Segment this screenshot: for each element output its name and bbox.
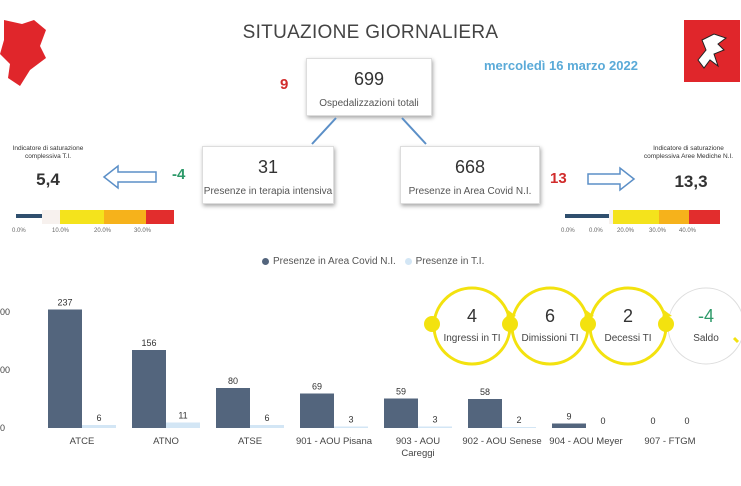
- y-tick-label: 0: [0, 423, 5, 433]
- bar-value-label: 6: [96, 413, 101, 423]
- icu-delta: -4: [172, 166, 186, 183]
- bar-covid-area: [468, 399, 502, 428]
- bar-ti: [418, 426, 452, 428]
- bar-covid-area: [132, 350, 166, 428]
- icu-indicator-value: 5,4: [36, 170, 60, 189]
- x-tick-label: Careggi: [401, 448, 434, 459]
- hospitalizations-value: 699: [353, 69, 385, 89]
- covid-area-value: 668: [454, 157, 486, 177]
- tuscany-map-icon: [0, 18, 50, 88]
- x-tick-label: ATNO: [153, 436, 179, 447]
- bar-value-label: 3: [432, 415, 437, 425]
- bar-covid-area: [216, 388, 250, 428]
- y-tick-label: 00: [0, 365, 10, 375]
- legend-item-ti: Presenze in T.I.: [404, 256, 484, 267]
- bar-covid-area: [300, 393, 334, 428]
- dimissioni-label: Dimissioni TI: [521, 333, 579, 344]
- bar-value-label: 237: [57, 298, 72, 308]
- tuscany-flag-icon: [684, 20, 740, 82]
- bar-ti: [334, 426, 368, 428]
- bar-value-label: 69: [312, 382, 322, 392]
- bar-covid-area: [48, 309, 82, 428]
- bar-value-label: 2: [516, 415, 521, 425]
- covid-area-label: Presenze in Area Covid N.I.: [408, 186, 532, 197]
- ingressi-value: 4: [466, 306, 477, 326]
- x-tick-label: 901 - AOU Pisana: [296, 436, 373, 447]
- saldo-value: -4: [697, 306, 714, 326]
- hospitalizations-delta: 9: [280, 76, 289, 93]
- bar-value-label: 58: [480, 387, 490, 397]
- connector-lines: [311, 117, 427, 145]
- bar-value-label: 0: [600, 416, 605, 426]
- decessi-label: Decessi TI: [604, 333, 652, 344]
- bar-value-label: 0: [684, 416, 689, 426]
- covid-area-delta: 13: [550, 170, 567, 187]
- y-tick-label: 00: [0, 307, 10, 317]
- covid-area-card: 668 Presenze in Area Covid N.I.: [400, 146, 540, 204]
- bar-value-label: 0: [650, 416, 655, 426]
- arrow-left-icon: [102, 164, 157, 190]
- bar-value-label: 11: [178, 411, 187, 421]
- icu-saturation-bar: 0.0% 10.0% 20.0% 30.0%: [12, 210, 176, 238]
- hospitalizations-card: 699 Ospedalizzazioni totali: [306, 58, 432, 116]
- bar-value-label: 156: [141, 338, 156, 348]
- bar-covid-area: [384, 398, 418, 428]
- report-date: mercoledì 16 marzo 2022: [484, 58, 638, 73]
- x-tick-label: 902 - AOU Senese: [462, 436, 541, 447]
- bar-covid-area: [552, 423, 586, 428]
- medical-indicator-value: 13,3: [674, 172, 708, 191]
- icu-value: 31: [257, 157, 279, 177]
- decessi-value: 2: [622, 306, 633, 326]
- icu-card: 31 Presenze in terapia intensiva: [202, 146, 334, 204]
- hospitalizations-label: Ospedalizzazioni totali: [319, 98, 419, 109]
- bar-value-label: 59: [396, 387, 406, 397]
- x-tick-label: 903 - AOU: [396, 436, 440, 447]
- bar-ti: [250, 425, 284, 428]
- bar-value-label: 9: [566, 412, 571, 422]
- bar-ti: [502, 427, 536, 428]
- x-tick-label: ATCE: [70, 436, 95, 447]
- bar-ti: [166, 422, 200, 428]
- bar-ti: [82, 425, 116, 428]
- page-title: SITUAZIONE GIORNALIERA: [242, 22, 499, 43]
- x-tick-label: ATSE: [238, 436, 262, 447]
- arrow-right-icon: [587, 166, 636, 192]
- dimissioni-value: 6: [544, 306, 555, 326]
- chart-legend: Presenze in Area Covid N.I. Presenze in …: [262, 256, 484, 267]
- icu-indicator-label: Indicatore di saturazione complessiva T.…: [12, 145, 84, 160]
- icu-flow-diagram: [424, 286, 741, 366]
- bar-value-label: 6: [264, 413, 269, 423]
- medical-saturation-bar: 0.0% 0.0% 20.0% 30.0% 40.0%: [561, 210, 735, 238]
- bar-value-label: 3: [348, 415, 353, 425]
- x-tick-label: 904 - AOU Meyer: [549, 436, 622, 447]
- saldo-label: Saldo: [693, 333, 719, 344]
- icu-label: Presenze in terapia intensiva: [203, 186, 333, 197]
- ingressi-label: Ingressi in TI: [443, 333, 501, 344]
- x-tick-label: 907 - FTGM: [644, 436, 695, 447]
- legend-item-covid: Presenze in Area Covid N.I.: [262, 256, 396, 267]
- bar-value-label: 80: [228, 376, 238, 386]
- medical-indicator-label: Indicatore di saturazione complessiva Ar…: [643, 145, 734, 160]
